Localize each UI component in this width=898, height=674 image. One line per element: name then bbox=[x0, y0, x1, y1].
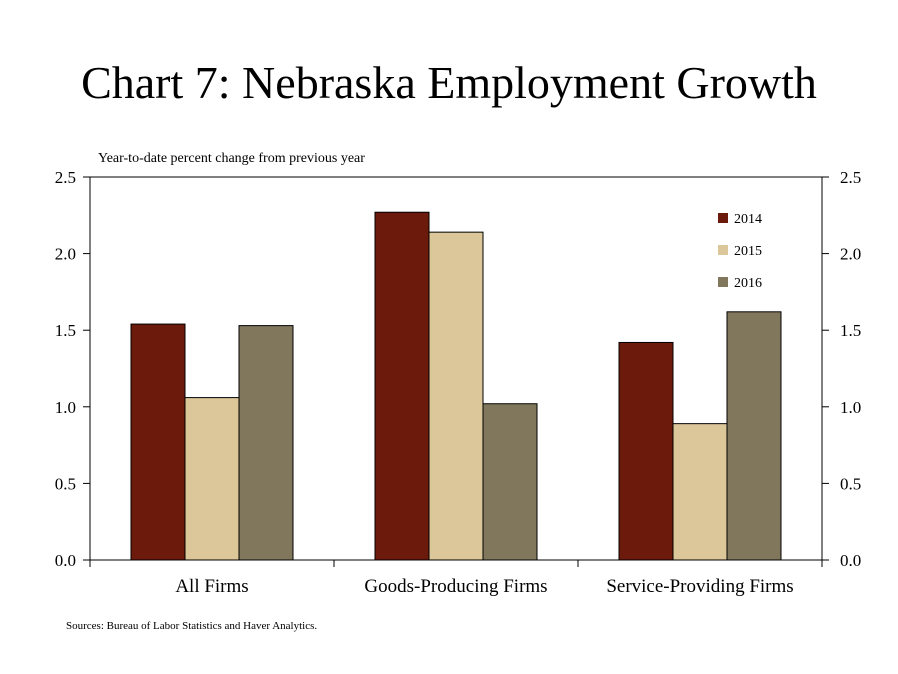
y-tick-label-left: 0.5 bbox=[55, 474, 76, 493]
bar-2014-all-firms bbox=[130, 323, 186, 561]
y-tick-label-right: 0.5 bbox=[840, 474, 861, 493]
bar-2014-goods-producing-firms bbox=[374, 211, 430, 561]
bar-2015-goods-producing-firms bbox=[428, 231, 484, 561]
bar-2016-service-providing-firms bbox=[726, 311, 782, 561]
y-tick-label-left: 2.0 bbox=[55, 245, 76, 264]
y-tick-label-left: 0.0 bbox=[55, 551, 76, 570]
y-tick-label-right: 1.5 bbox=[840, 321, 861, 340]
y-tick-label-right: 1.0 bbox=[840, 398, 861, 417]
legend-label-2014: 2014 bbox=[734, 212, 762, 227]
y-tick-label-right: 2.0 bbox=[840, 245, 861, 264]
legend-swatch-2014 bbox=[718, 213, 728, 223]
y-tick-label-right: 2.5 bbox=[840, 168, 861, 187]
bar-2015-all-firms bbox=[184, 397, 240, 561]
x-category-label: Goods-Producing Firms bbox=[364, 576, 547, 597]
legend-label-2016: 2016 bbox=[734, 276, 762, 291]
bar-2014-service-providing-firms bbox=[618, 341, 674, 561]
legend-swatch-2015 bbox=[718, 245, 728, 255]
y-axis-label: Year-to-date percent change from previou… bbox=[98, 151, 365, 166]
bar-2016-goods-producing-firms bbox=[482, 403, 538, 561]
y-tick-label-right: 0.0 bbox=[840, 551, 861, 570]
source-note: Sources: Bureau of Labor Statistics and … bbox=[66, 620, 318, 632]
y-tick-label-left: 1.5 bbox=[55, 321, 76, 340]
x-category-label: All Firms bbox=[175, 576, 248, 597]
bar-2015-service-providing-firms bbox=[672, 423, 728, 561]
y-tick-label-left: 2.5 bbox=[55, 168, 76, 187]
bar-2016-all-firms bbox=[238, 325, 294, 561]
x-category-label: Service-Providing Firms bbox=[606, 576, 793, 597]
legend-label-2015: 2015 bbox=[734, 244, 762, 259]
y-tick-label-left: 1.0 bbox=[55, 398, 76, 417]
legend-swatch-2016 bbox=[718, 277, 728, 287]
chart-title: Chart 7: Nebraska Employment Growth bbox=[81, 57, 817, 108]
